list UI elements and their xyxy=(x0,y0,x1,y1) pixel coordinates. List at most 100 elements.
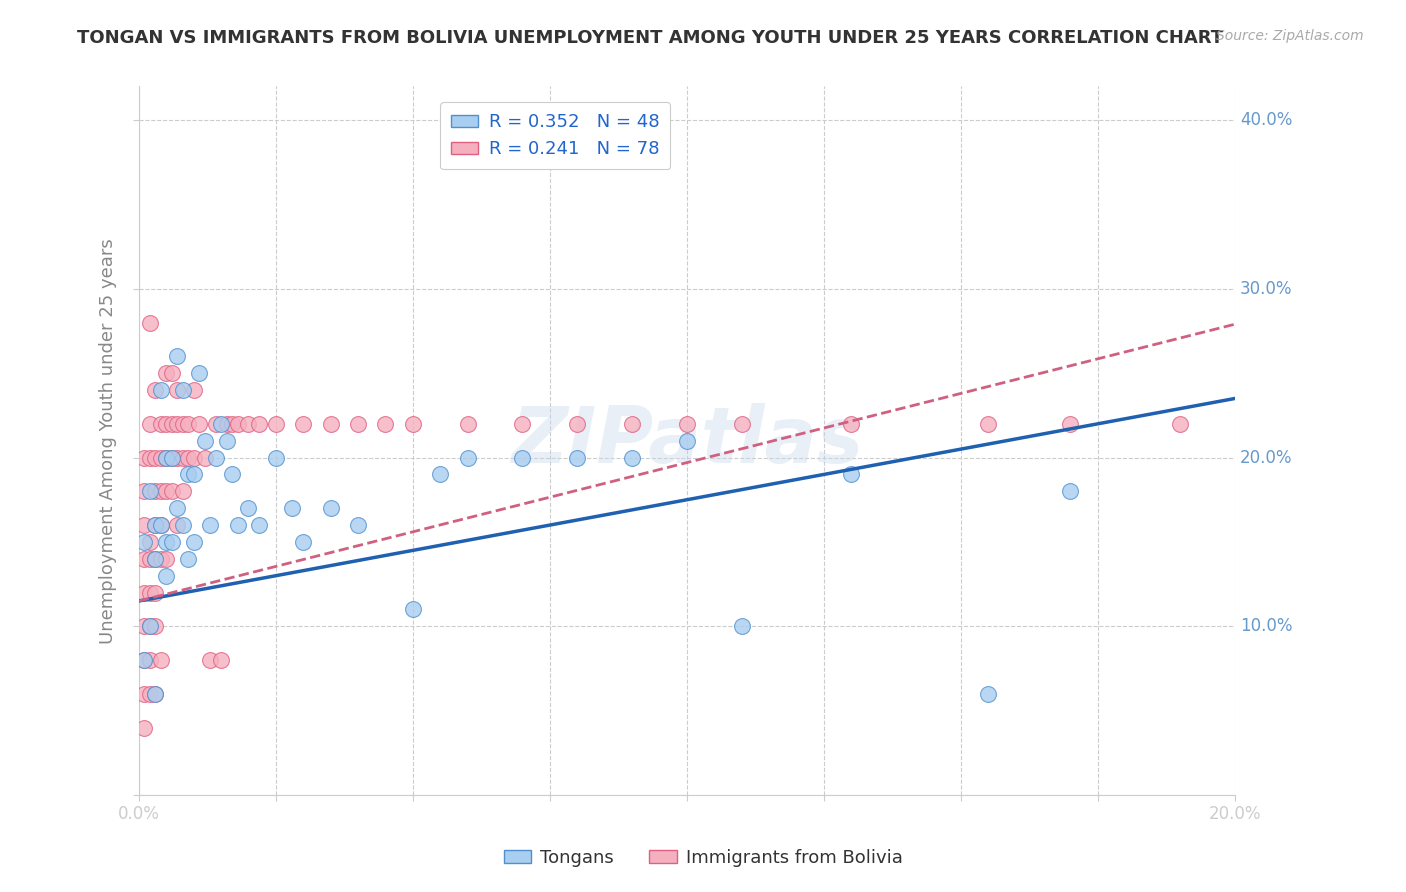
Text: 10.0%: 10.0% xyxy=(1240,617,1292,635)
Point xyxy=(675,417,697,431)
Point xyxy=(319,417,342,431)
Point xyxy=(183,450,205,465)
Point xyxy=(149,551,172,566)
Point xyxy=(172,484,194,499)
Point xyxy=(249,417,271,431)
Point xyxy=(730,417,752,431)
Point xyxy=(215,417,238,431)
Point xyxy=(402,602,425,616)
Point xyxy=(292,535,315,549)
Point xyxy=(155,551,177,566)
Point xyxy=(139,687,162,701)
Point xyxy=(281,501,304,516)
Point xyxy=(183,383,205,397)
Point xyxy=(149,450,172,465)
Point xyxy=(160,484,183,499)
Point xyxy=(172,383,194,397)
Point xyxy=(143,619,166,633)
Point xyxy=(134,551,156,566)
Point xyxy=(160,450,183,465)
Point xyxy=(166,349,188,363)
Point xyxy=(143,518,166,533)
Point xyxy=(194,450,217,465)
Point xyxy=(183,467,205,482)
Point xyxy=(198,518,221,533)
Point xyxy=(155,450,177,465)
Point xyxy=(166,518,188,533)
Point xyxy=(177,417,200,431)
Point xyxy=(319,501,342,516)
Point xyxy=(215,434,238,448)
Point xyxy=(177,467,200,482)
Point xyxy=(166,450,188,465)
Point xyxy=(977,687,1000,701)
Point xyxy=(143,383,166,397)
Point xyxy=(134,653,156,667)
Point xyxy=(143,687,166,701)
Point xyxy=(221,417,243,431)
Point xyxy=(149,653,172,667)
Point xyxy=(374,417,396,431)
Point xyxy=(620,417,643,431)
Point xyxy=(172,450,194,465)
Point xyxy=(143,551,166,566)
Point xyxy=(209,417,232,431)
Point xyxy=(249,518,271,533)
Point xyxy=(139,450,162,465)
Point xyxy=(347,417,370,431)
Point xyxy=(675,434,697,448)
Point xyxy=(149,518,172,533)
Point xyxy=(226,518,249,533)
Point xyxy=(512,450,534,465)
Point xyxy=(139,417,162,431)
Point xyxy=(155,417,177,431)
Point xyxy=(839,467,862,482)
Point xyxy=(166,417,188,431)
Point xyxy=(172,518,194,533)
Point xyxy=(177,450,200,465)
Point xyxy=(264,450,287,465)
Point xyxy=(166,383,188,397)
Text: 40.0%: 40.0% xyxy=(1240,112,1292,129)
Point xyxy=(134,721,156,735)
Point xyxy=(512,417,534,431)
Legend: R = 0.352   N = 48, R = 0.241   N = 78: R = 0.352 N = 48, R = 0.241 N = 78 xyxy=(440,103,671,169)
Point xyxy=(264,417,287,431)
Text: ZIPatlas: ZIPatlas xyxy=(510,402,863,479)
Point xyxy=(172,417,194,431)
Point xyxy=(226,417,249,431)
Point xyxy=(188,366,211,380)
Point xyxy=(198,653,221,667)
Point xyxy=(134,518,156,533)
Point xyxy=(457,417,479,431)
Point xyxy=(177,551,200,566)
Point xyxy=(567,450,589,465)
Point xyxy=(194,434,217,448)
Text: 30.0%: 30.0% xyxy=(1240,280,1292,298)
Point xyxy=(160,366,183,380)
Point xyxy=(139,619,162,633)
Point xyxy=(134,450,156,465)
Point xyxy=(134,585,156,599)
Point xyxy=(143,450,166,465)
Point xyxy=(1059,484,1081,499)
Point xyxy=(149,383,172,397)
Point xyxy=(204,450,226,465)
Point xyxy=(143,687,166,701)
Point xyxy=(155,366,177,380)
Y-axis label: Unemployment Among Youth under 25 years: Unemployment Among Youth under 25 years xyxy=(100,238,117,644)
Point xyxy=(155,484,177,499)
Point xyxy=(839,417,862,431)
Point xyxy=(139,535,162,549)
Point xyxy=(139,653,162,667)
Point xyxy=(139,551,162,566)
Point xyxy=(221,467,243,482)
Legend: Tongans, Immigrants from Bolivia: Tongans, Immigrants from Bolivia xyxy=(496,842,910,874)
Point xyxy=(134,535,156,549)
Point xyxy=(238,501,260,516)
Point xyxy=(143,484,166,499)
Point xyxy=(155,450,177,465)
Point xyxy=(402,417,425,431)
Point xyxy=(1168,417,1191,431)
Point xyxy=(620,450,643,465)
